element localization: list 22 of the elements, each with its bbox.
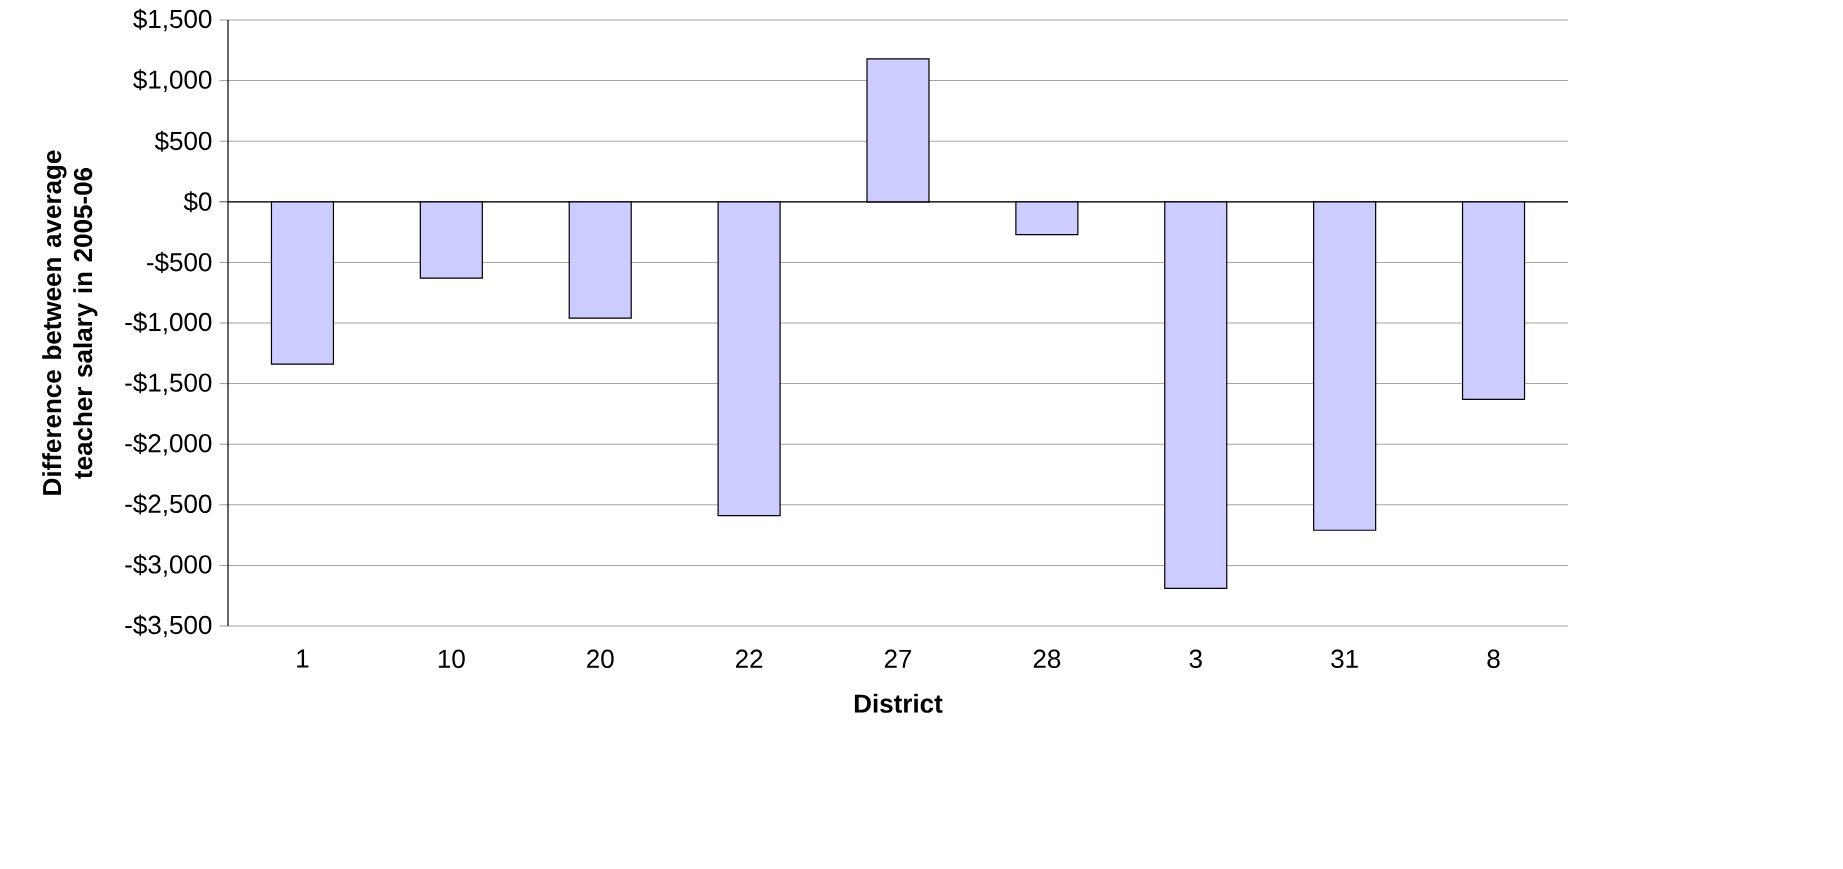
- y-axis-title: Difference between average teacher salary in 2005-06: [42, 150, 98, 495]
- y-tick-label: -$2,000: [125, 432, 212, 456]
- x-axis-title: District: [854, 693, 943, 713]
- y-tick-label: -$1,000: [125, 311, 212, 335]
- x-tick-label: 28: [1033, 649, 1061, 669]
- y-tick-label: $1,500: [133, 8, 212, 32]
- x-tick-label: 1: [297, 649, 309, 668]
- y-tick-label: -$2,500: [125, 493, 212, 517]
- x-tick-label: 27: [884, 649, 912, 668]
- y-tick-label: $1,000: [133, 69, 212, 92]
- x-tick-label: 22: [735, 649, 763, 668]
- x-tick-label: 8: [1487, 649, 1500, 669]
- x-tick-label: 20: [587, 649, 614, 669]
- y-tick-label: -$3,000: [125, 554, 212, 577]
- y-tick-label: $0: [183, 191, 212, 213]
- y-tick-label: $500: [154, 130, 212, 152]
- x-tick-label: 10: [438, 649, 465, 669]
- x-tick-label: 31: [1331, 649, 1358, 669]
- y-tick-label: -$1,500: [125, 372, 212, 395]
- y-tick-label: -$3,500: [125, 614, 212, 638]
- x-tick-label: 3: [1189, 649, 1202, 669]
- y-tick-label: -$500: [147, 251, 212, 273]
